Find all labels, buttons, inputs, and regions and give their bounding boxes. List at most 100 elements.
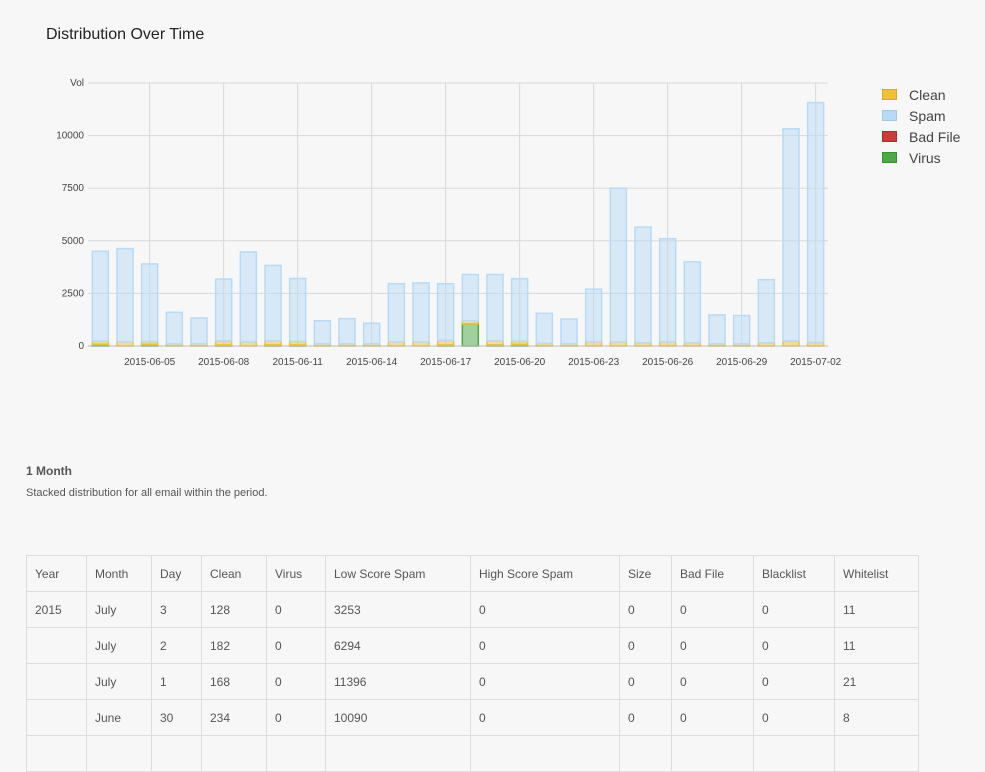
section-title: 1 Month	[26, 464, 72, 478]
legend-swatch-virus	[882, 152, 897, 163]
cell-high-score-spam: 0	[470, 699, 620, 736]
bar-spam	[239, 251, 258, 343]
section-description: Stacked distribution for all email withi…	[26, 487, 268, 499]
bar-spam	[264, 264, 282, 342]
cell-low-score-spam: 3253	[325, 591, 471, 628]
distribution-chart: 0 2500 5000 7500 10000 Vol 2015-06-05 2015-06-0…	[56, 78, 842, 368]
cell-virus	[266, 735, 326, 772]
legend-item-virus[interactable]: Virus	[882, 147, 960, 168]
col-header-low-score-spam[interactable]: Low Score Spam	[325, 555, 471, 592]
table-row: June 30 234 0 10090 0 0 0 0 8	[26, 699, 919, 736]
legend-label-spam: Spam	[909, 107, 946, 124]
bar-spam	[683, 261, 702, 344]
y-tick-label: 0	[78, 341, 84, 352]
y-tick-label: 2500	[62, 288, 85, 299]
bar-spam	[560, 318, 578, 345]
cell-virus: 0	[266, 627, 326, 664]
bar-spam	[757, 278, 776, 344]
cell-low-score-spam: 6294	[325, 627, 471, 664]
cell-clean: 128	[201, 591, 267, 628]
y-tick-label: 5000	[62, 236, 85, 247]
bar-spam	[387, 282, 406, 343]
col-header-day[interactable]: Day	[151, 555, 202, 592]
cell-high-score-spam: 0	[470, 663, 620, 700]
x-tick-label: 2015-06-14	[346, 357, 398, 368]
cell-size	[619, 735, 672, 772]
chart-legend: Clean Spam Bad File Virus	[882, 84, 960, 168]
cell-low-score-spam: 11396	[325, 663, 471, 700]
cell-bad-file: 0	[671, 627, 754, 664]
bar-spam	[658, 237, 677, 343]
x-tick-label: 2015-07-02	[790, 357, 842, 368]
cell-clean	[201, 735, 267, 772]
legend-swatch-bad-file	[882, 131, 897, 142]
distribution-table: Year Month Day Clean Virus Low Score Spa…	[26, 555, 919, 772]
legend-item-bad-file[interactable]: Bad File	[882, 126, 960, 147]
cell-whitelist: 11	[834, 627, 919, 664]
cell-clean: 182	[201, 627, 267, 664]
legend-item-clean[interactable]: Clean	[882, 84, 960, 105]
x-tick-label: 2015-06-29	[716, 357, 768, 368]
cell-low-score-spam: 10090	[325, 699, 471, 736]
cell-size: 0	[619, 627, 672, 664]
cell-year	[26, 699, 87, 736]
cell-month: June	[86, 699, 152, 736]
bar-spam	[732, 314, 751, 345]
cell-blacklist: 0	[753, 627, 835, 664]
col-header-size[interactable]: Size	[619, 555, 672, 592]
y-axis-label: Vol	[70, 78, 84, 89]
cell-day	[151, 735, 202, 772]
cell-virus: 0	[266, 663, 326, 700]
bar-spam	[708, 314, 726, 345]
col-header-whitelist[interactable]: Whitelist	[834, 555, 919, 592]
legend-item-spam[interactable]: Spam	[882, 105, 960, 126]
cell-year	[26, 735, 87, 772]
cell-low-score-spam	[325, 735, 471, 772]
col-header-high-score-spam[interactable]: High Score Spam	[470, 555, 620, 592]
cell-high-score-spam	[470, 735, 620, 772]
cell-whitelist	[834, 735, 919, 772]
cell-virus: 0	[266, 591, 326, 628]
x-tick-label: 2015-06-20	[494, 357, 546, 368]
bar-virus	[461, 323, 480, 347]
x-tick-label: 2015-06-11	[272, 357, 323, 368]
cell-high-score-spam: 0	[470, 591, 620, 628]
bar-spam	[165, 311, 184, 345]
cell-whitelist: 8	[834, 699, 919, 736]
bar-spam	[510, 277, 529, 343]
cell-day: 3	[151, 591, 202, 628]
col-header-year[interactable]: Year	[26, 555, 87, 592]
x-tick-label: 2015-06-08	[198, 357, 250, 368]
cell-clean: 234	[201, 699, 267, 736]
cell-day: 30	[151, 699, 202, 736]
col-header-blacklist[interactable]: Blacklist	[753, 555, 835, 592]
cell-day: 1	[151, 663, 202, 700]
cell-bad-file: 0	[671, 663, 754, 700]
bar-spam	[782, 128, 800, 342]
x-tick-label: 2015-06-26	[642, 357, 694, 368]
col-header-month[interactable]: Month	[86, 555, 152, 592]
cell-year	[26, 663, 87, 700]
cell-year: 2015	[26, 591, 87, 628]
table-row: July 2 182 0 6294 0 0 0 0 11	[26, 627, 919, 664]
bar-spam	[288, 277, 307, 343]
col-header-virus[interactable]: Virus	[266, 555, 326, 592]
x-tick-label: 2015-06-05	[124, 357, 176, 368]
bar-spam	[140, 263, 159, 343]
cell-virus: 0	[266, 699, 326, 736]
bar-spam	[214, 278, 233, 342]
col-header-bad-file[interactable]: Bad File	[671, 555, 754, 592]
bar-spam	[362, 322, 381, 345]
cell-size: 0	[619, 699, 672, 736]
x-tick-label: 2015-06-17	[420, 357, 472, 368]
bar-spam	[584, 288, 603, 343]
cell-month: July	[86, 627, 152, 664]
y-tick-label: 10000	[56, 131, 84, 142]
bar-spam	[91, 250, 110, 342]
legend-label-clean: Clean	[909, 86, 946, 103]
cell-bad-file: 0	[671, 591, 754, 628]
cell-bad-file	[671, 735, 754, 772]
col-header-clean[interactable]: Clean	[201, 555, 267, 592]
cell-blacklist: 0	[753, 591, 835, 628]
bar-spam	[436, 282, 455, 342]
